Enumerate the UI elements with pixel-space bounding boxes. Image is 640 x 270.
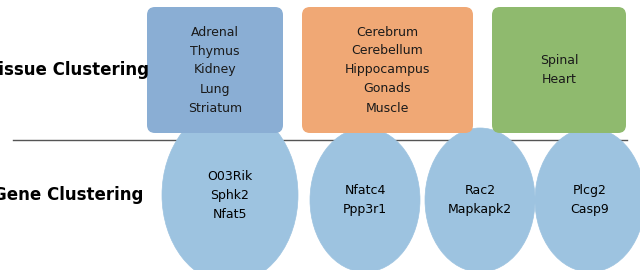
Text: Spinal
Heart: Spinal Heart — [540, 54, 579, 86]
FancyBboxPatch shape — [302, 7, 473, 133]
Ellipse shape — [535, 128, 640, 270]
Text: Gene Clustering: Gene Clustering — [0, 186, 143, 204]
Ellipse shape — [162, 107, 298, 270]
Text: Nfatc4
Ppp3r1: Nfatc4 Ppp3r1 — [343, 184, 387, 216]
Text: Tissue Clustering: Tissue Clustering — [0, 61, 149, 79]
Text: O03Rik
Sphk2
Nfat5: O03Rik Sphk2 Nfat5 — [207, 170, 253, 221]
Text: Plcg2
Casp9: Plcg2 Casp9 — [571, 184, 609, 216]
Text: Cerebrum
Cerebellum
Hippocampus
Gonads
Muscle: Cerebrum Cerebellum Hippocampus Gonads M… — [345, 25, 430, 114]
Text: Rac2
Mapkapk2: Rac2 Mapkapk2 — [448, 184, 512, 216]
FancyBboxPatch shape — [147, 7, 283, 133]
Text: Adrenal
Thymus
Kidney
Lung
Striatum: Adrenal Thymus Kidney Lung Striatum — [188, 25, 242, 114]
FancyBboxPatch shape — [492, 7, 626, 133]
Ellipse shape — [310, 128, 420, 270]
Ellipse shape — [425, 128, 535, 270]
